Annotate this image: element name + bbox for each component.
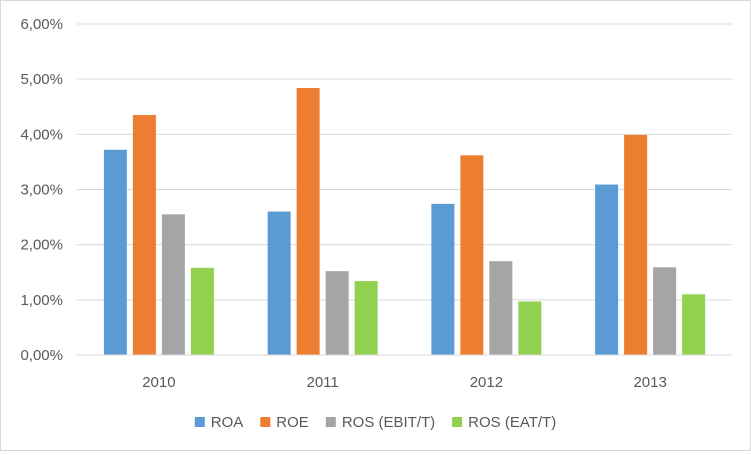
x-tick-label: 2010 (142, 374, 175, 391)
bar-roa-2013 (595, 184, 619, 355)
x-tick-label: 2013 (633, 374, 666, 391)
legend: ROA ROE ROS (EBIT/T) ROS (EAT/T) (194, 414, 556, 431)
y-axis-tick-labels: 0,00% 1,00% 2,00% 3,00% 4,00% 5,00% 6,00% (20, 16, 63, 364)
legend-swatch (325, 417, 336, 427)
bar-ros-ebit-t-2011 (325, 271, 349, 355)
bar-ros-ebit-t-2010 (161, 214, 185, 355)
legend-swatch (452, 417, 463, 427)
y-tick-label: 6,00% (20, 16, 63, 33)
legend-label: ROS (EBIT/T) (342, 414, 435, 431)
bar-roa-2010 (103, 149, 127, 355)
bar-roa-2012 (431, 203, 455, 355)
y-tick-label: 5,00% (20, 71, 63, 88)
bar-roe-2010 (132, 115, 156, 356)
bar-roa-2011 (267, 211, 291, 355)
x-tick-label: 2011 (306, 374, 338, 391)
legend-swatch (260, 417, 271, 427)
legend-item: ROS (EBIT/T) (325, 414, 435, 431)
y-tick-label: 1,00% (20, 292, 63, 309)
bar-ros-eat-t-2010 (190, 267, 214, 355)
x-tick-label: 2012 (470, 374, 503, 391)
y-tick-label: 2,00% (20, 237, 63, 254)
legend-item: ROS (EAT/T) (452, 414, 556, 431)
x-axis-tick-labels: 2010 2011 2012 2013 (142, 374, 667, 391)
bar-ros-eat-t-2013 (682, 294, 706, 355)
bar-ros-ebit-t-2012 (489, 261, 513, 355)
bar-roe-2012 (460, 155, 484, 355)
y-tick-label: 3,00% (20, 182, 63, 199)
legend-label: ROA (211, 414, 244, 431)
legend-item: ROA (194, 414, 244, 431)
gridlines (77, 23, 732, 301)
bar-ros-eat-t-2012 (518, 301, 542, 355)
legend-swatch (194, 417, 205, 427)
bars (103, 87, 706, 356)
legend-label: ROS (EAT/T) (468, 414, 556, 431)
bar-ros-eat-t-2011 (354, 281, 378, 355)
y-tick-label: 0,00% (20, 347, 63, 364)
bar-roe-2011 (296, 87, 320, 355)
legend-label: ROE (276, 414, 309, 431)
bar-ros-ebit-t-2013 (653, 267, 677, 355)
bar-roe-2013 (624, 134, 648, 355)
y-tick-label: 4,00% (20, 126, 63, 143)
legend-item: ROE (260, 414, 309, 431)
